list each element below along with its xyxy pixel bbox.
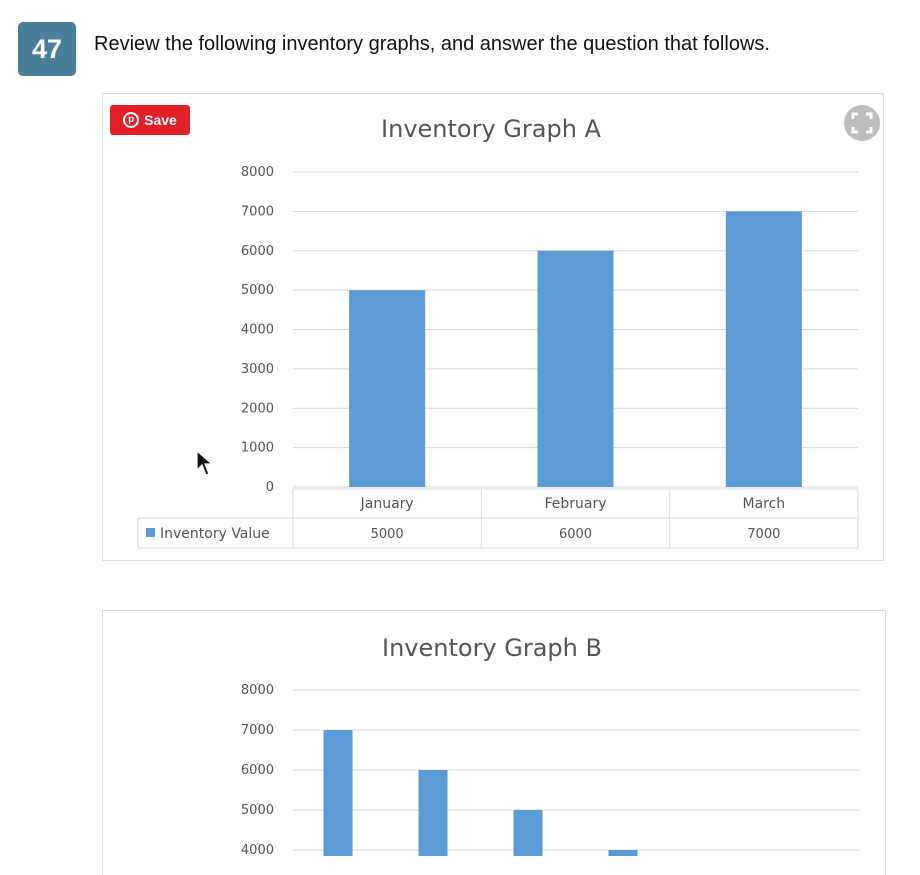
chart-a-bar: [725, 211, 802, 487]
chart-b-bar: [418, 770, 448, 856]
chart-b-ytick-label: 4000: [241, 843, 274, 858]
question-number-badge: 47: [18, 22, 76, 76]
chart-b-ytick-label: 8000: [241, 683, 274, 698]
chart-a-ytick-label: 8000: [241, 165, 274, 180]
chart-a-bar: [349, 290, 426, 487]
chart-a-title: Inventory Graph A: [381, 115, 602, 143]
mouse-cursor-icon: [196, 450, 214, 476]
chart-b-ytick-label: 7000: [241, 723, 274, 738]
chart-a-category-label: January: [360, 496, 414, 512]
pinterest-icon: p: [123, 112, 140, 128]
chart-b-ytick-label: 6000: [241, 763, 274, 778]
chart-a-legend-swatch: [146, 528, 155, 537]
chart-a-data-label: 7000: [747, 527, 780, 542]
chart-a-ytick-label: 6000: [241, 244, 274, 259]
question-text: Review the following inventory graphs, a…: [94, 33, 770, 55]
fullscreen-icon[interactable]: [843, 104, 881, 142]
chart-b-title: Inventory Graph B: [382, 634, 602, 662]
chart-b-bar: [513, 810, 543, 856]
chart-a-ytick-label: 1000: [241, 441, 274, 456]
chart-a-category-label: February: [544, 496, 606, 512]
chart-a-ytick-label: 2000: [241, 401, 274, 416]
chart-a-ytick-label: 5000: [241, 283, 274, 298]
chart-b-container: [102, 610, 886, 875]
chart-a-data-label: 6000: [559, 527, 592, 542]
chart-a-bar: [537, 250, 614, 487]
pinterest-save-button[interactable]: p Save: [110, 105, 190, 135]
chart-a-ytick-label: 0: [266, 480, 274, 495]
chart-a-data-label: 5000: [371, 527, 404, 542]
chart-a-legend-label: Inventory Value: [160, 526, 270, 542]
chart-b-ytick-label: 5000: [241, 803, 274, 818]
chart-a-category-label: March: [742, 496, 785, 512]
chart-a-ytick-label: 4000: [241, 323, 274, 338]
chart-b-bar: [323, 730, 353, 856]
chart-a-ytick-label: 7000: [241, 204, 274, 219]
chart-a-ytick-label: 3000: [241, 362, 274, 377]
save-button-label: Save: [144, 112, 177, 128]
chart-b-bar: [608, 850, 638, 856]
